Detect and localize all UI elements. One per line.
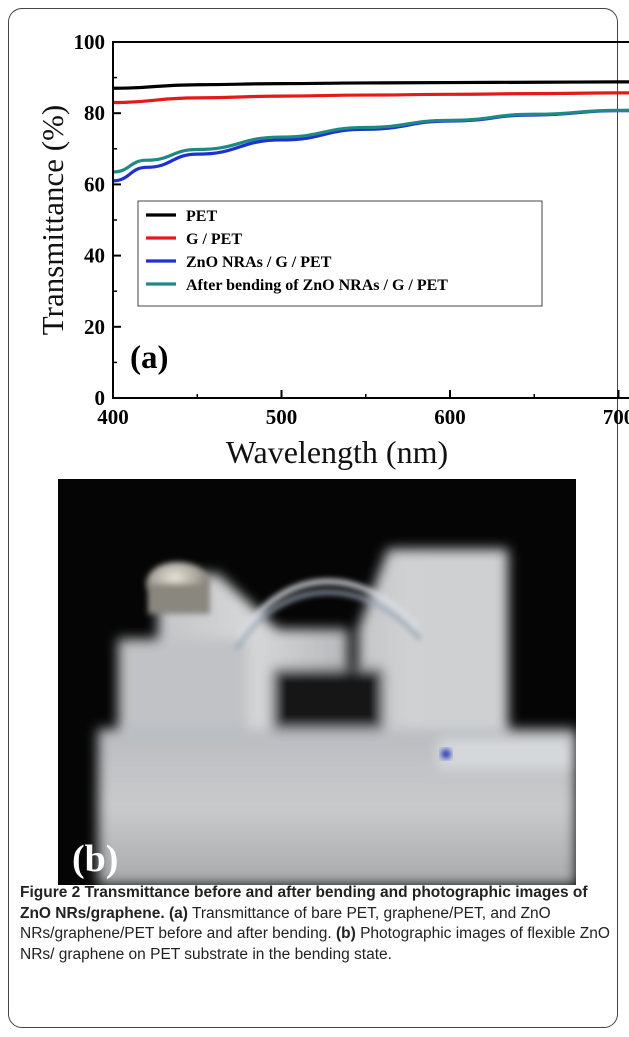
series-line-after-bending-of-zno-nras-g-pet: [113, 108, 629, 174]
plot-frame: [112, 41, 629, 399]
figure-caption: Figure 2 Transmittance before and after …: [20, 883, 610, 965]
axis-ticks: 400500600700800020406080100: [74, 30, 629, 429]
caption-label-b: (b): [335, 925, 356, 942]
panel-label-a: (a): [130, 340, 168, 376]
figure-frame: [8, 8, 618, 1028]
y-axis-label: Transmittance (%): [35, 105, 70, 335]
panel-label-b: (b): [72, 838, 118, 880]
x-tick-label: 600: [434, 405, 466, 429]
series-line-g-pet: [113, 91, 629, 105]
x-tick-label: 500: [266, 405, 298, 429]
caption-text-a: Transmittance of bare PET, graphene/PET,…: [20, 904, 551, 943]
legend-box: [137, 200, 543, 307]
legend-label: G / PET: [186, 231, 242, 248]
series-line-pet: [113, 80, 629, 90]
x-tick-label: 700: [603, 405, 629, 429]
series-line-zno-nras-g-pet: [113, 109, 629, 183]
legend-label: ZnO NRAs / G / PET: [186, 254, 332, 271]
blue-marker-dot: [441, 749, 451, 759]
legend-label: PET: [186, 208, 217, 225]
y-tick-label: 40: [84, 244, 105, 268]
caption-text-b: Photographic images of flexible ZnO NRs/…: [20, 925, 610, 963]
y-tick-label: 60: [84, 172, 105, 196]
caption-label-a: (a): [169, 904, 188, 922]
caption-title: Figure 2 Transmittance before and after …: [20, 884, 588, 922]
y-tick-label: 20: [84, 315, 105, 339]
photo-scene: [98, 549, 576, 885]
transmittance-chart: Transmittance (%) Wavelength (nm) 400 500…: [35, 30, 629, 470]
y-axis-title: Transmittance (%): [35, 105, 70, 335]
y-tick-label: 0: [95, 386, 106, 410]
screw: [146, 562, 210, 614]
y-tick-label: 100: [74, 30, 106, 54]
bent-film: [234, 579, 422, 651]
series-lines: [113, 80, 629, 183]
x-axis-label: Wavelength (nm): [226, 434, 448, 470]
x-tick-label: 400: [97, 405, 129, 429]
legend: PET G / PET ZnO NRAs / G / PET After bendin…: [137, 200, 543, 307]
legend-label: After bending of ZnO NRAs / G / PET: [186, 277, 448, 294]
y-tick-label: 80: [84, 101, 105, 125]
bending-photo: (b): [58, 479, 576, 885]
